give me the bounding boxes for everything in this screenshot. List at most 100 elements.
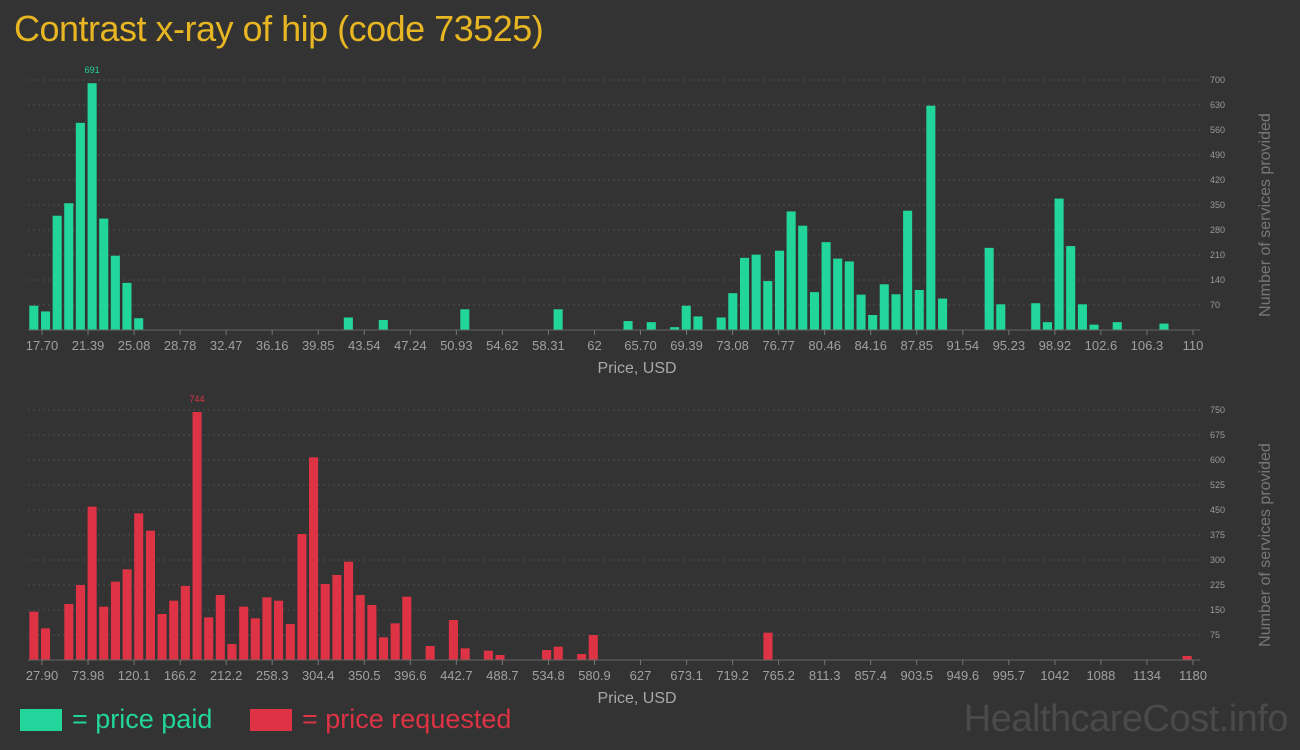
x-tick-label: 212.2 [210, 668, 243, 683]
x-tick-label: 811.3 [809, 668, 841, 683]
x-tick-label: 166.2 [164, 668, 197, 683]
bar [134, 318, 144, 330]
y-tick-label: 75 [1210, 630, 1220, 640]
x-tick-label: 857.4 [854, 668, 887, 683]
bar [332, 575, 342, 660]
y-tick-label: 450 [1210, 505, 1225, 515]
x-tick-label: 17.70 [26, 338, 59, 353]
bar [390, 623, 400, 660]
bar [29, 611, 39, 660]
bar [1077, 304, 1087, 330]
x-tick-label: 54.62 [486, 338, 519, 353]
x-tick-label: 765.2 [762, 668, 795, 683]
x-tick-label: 28.78 [164, 338, 197, 353]
bar [41, 311, 51, 330]
bar [588, 635, 598, 660]
y-tick-label: 350 [1210, 200, 1225, 210]
bar [553, 646, 563, 660]
bar [378, 637, 389, 660]
x-tick-label: 80.46 [808, 338, 841, 353]
x-tick-label: 627 [630, 668, 652, 683]
bar [1112, 322, 1122, 330]
bar [751, 254, 761, 330]
x-tick-label: 69.39 [670, 338, 703, 353]
bar [64, 604, 74, 660]
bar [460, 309, 470, 330]
x-tick-label: 65.70 [624, 338, 657, 353]
bar [1031, 303, 1041, 330]
bar [821, 242, 831, 330]
bar [926, 105, 936, 330]
bar [122, 569, 132, 660]
bar [367, 605, 377, 660]
bar [763, 632, 773, 660]
x-tick-label: 73.08 [716, 338, 749, 353]
bar [1089, 324, 1099, 330]
x-axis-label: Price, USD [597, 360, 676, 377]
bar [52, 215, 62, 330]
bar [378, 320, 388, 330]
legend-price-requested: = price requested [250, 704, 511, 735]
bar [693, 316, 703, 330]
x-tick-label: 73.98 [72, 668, 105, 683]
bar [938, 298, 948, 330]
bar [542, 650, 552, 660]
y-tick-label: 560 [1210, 125, 1225, 135]
x-tick-label: 396.6 [394, 668, 427, 683]
bar [891, 294, 901, 330]
x-tick-label: 32.47 [210, 338, 243, 353]
y-tick-label: 420 [1210, 175, 1225, 185]
x-tick-label: 1088 [1086, 668, 1115, 683]
chart-title: Contrast x-ray of hip (code 73525) [14, 8, 544, 49]
x-tick-label: 27.90 [26, 668, 59, 683]
x-tick-label: 258.3 [256, 668, 289, 683]
x-tick-label: 25.08 [118, 338, 151, 353]
bar [728, 293, 738, 330]
legend-swatch-requested [250, 708, 292, 731]
x-tick-label: 1042 [1040, 668, 1069, 683]
bar [110, 581, 121, 660]
legend-swatch-paid [20, 708, 62, 731]
bar [64, 203, 74, 330]
bar [798, 225, 808, 330]
bar [145, 530, 155, 660]
bar [1066, 246, 1076, 330]
watermark: HealthcareCost.info [963, 698, 1289, 740]
bar [716, 317, 726, 330]
x-tick-label: 47.24 [394, 338, 427, 353]
x-tick-label: 903.5 [900, 668, 933, 683]
bar [75, 585, 86, 660]
bar [180, 586, 190, 660]
x-tick-label: 995.7 [993, 668, 1026, 683]
bar [670, 327, 680, 330]
x-tick-label: 304.4 [302, 668, 335, 683]
x-tick-label: 50.93 [440, 338, 473, 353]
bar [623, 321, 633, 330]
price-paid-chart: 70 140 210 280 350 420 490 560 630 700 691 17.70 21.… [26, 65, 1274, 377]
bar [99, 218, 109, 330]
x-tick-label: 58.31 [532, 338, 565, 353]
price-requested-chart: 75 150 225 300 375 450 525 600 675 750 744 27.90 73.… [26, 394, 1274, 707]
bar [215, 595, 225, 660]
bar [402, 596, 412, 660]
bar [122, 282, 132, 330]
bar [87, 83, 97, 330]
bar [646, 322, 656, 330]
x-axis-label: Price, USD [597, 690, 676, 707]
peak-value-label: 744 [190, 394, 205, 404]
bar [1159, 323, 1169, 330]
x-tick-label: 98.92 [1039, 338, 1072, 353]
bar [285, 624, 295, 660]
bar [914, 290, 924, 330]
y-tick-label: 70 [1210, 300, 1220, 310]
legend-label-requested: = price requested [302, 704, 512, 734]
bar [344, 561, 354, 660]
bar [40, 628, 51, 660]
y-tick-label: 750 [1210, 405, 1225, 415]
bar [192, 412, 202, 660]
bar [297, 534, 307, 660]
bar [343, 317, 353, 330]
y-tick-label: 525 [1210, 480, 1225, 490]
bar [833, 258, 843, 330]
x-tick-label: 580.9 [578, 668, 611, 683]
